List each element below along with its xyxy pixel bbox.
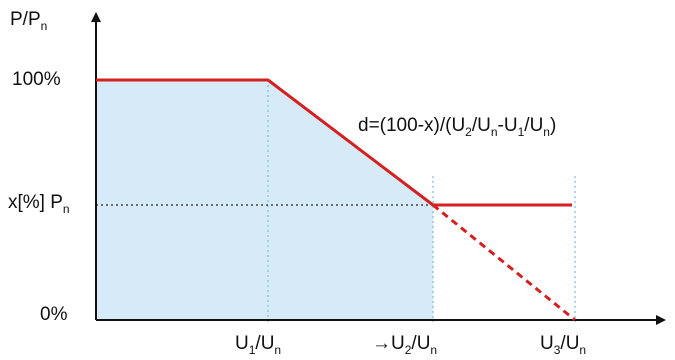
x-tick-u3-un: U3/Un <box>540 333 587 357</box>
power-curve-dashed-extension <box>432 203 576 322</box>
y-tick-0-percent: 0% <box>40 304 68 325</box>
x-tick-u2-un: →U2/Un <box>372 333 438 357</box>
power-curve-solid <box>96 78 434 207</box>
shaded-area <box>96 80 433 320</box>
x-tick-u1-un: U1/Un <box>235 333 282 357</box>
y-tick-x-percent: x[%] Pn <box>8 192 70 216</box>
y-axis-label: P/Pn <box>10 9 48 33</box>
y-tick-100-percent: 100% <box>12 69 61 90</box>
droop-formula: d=(100-x)/(U2/Un-U1/Un) <box>358 115 557 139</box>
